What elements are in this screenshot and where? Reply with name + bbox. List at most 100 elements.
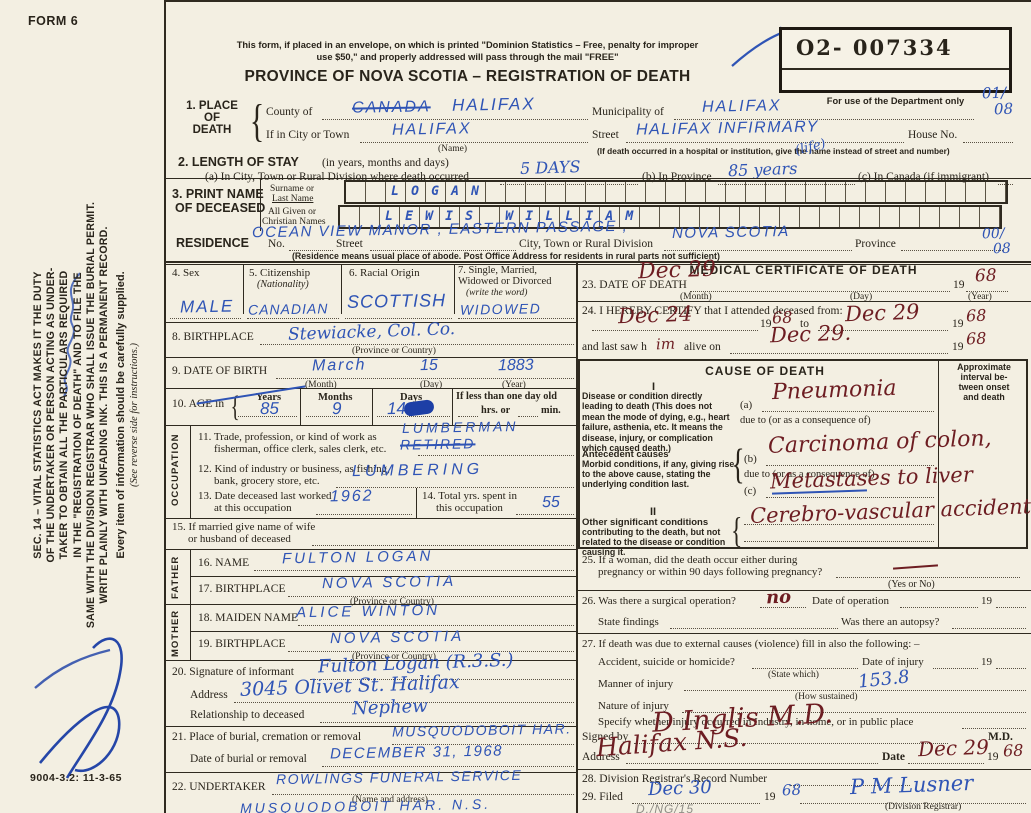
- undertaker-label: 22. UNDERTAKER: [172, 781, 266, 793]
- trade-struck-value: RETIRED: [399, 435, 476, 453]
- trade-value: LUMBERMAN: [401, 417, 519, 437]
- cell-divider: [341, 264, 342, 314]
- leader: [272, 792, 574, 795]
- dob-day-value: 15: [419, 356, 438, 375]
- duty-line: OF THE UNDERTAKER OR PERSON ACTING AS UN…: [45, 267, 58, 563]
- operation-date-label: Date of operation: [812, 595, 889, 607]
- print-name-label-2: OF DECEASED: [175, 201, 266, 215]
- physician-address-value: Halifax N.S.: [595, 722, 749, 763]
- surname-letter-grid: LOGAN: [344, 180, 1008, 204]
- leader: [762, 409, 934, 412]
- less-than-one-day-label: If less than one day old: [456, 391, 557, 402]
- informant-relationship-label: Relationship to deceased: [190, 709, 305, 721]
- leader: [790, 783, 910, 786]
- leader: [690, 289, 950, 292]
- place-label-3: DEATH: [192, 124, 232, 136]
- racial-origin-value: SCOTTISH: [346, 290, 447, 312]
- undertaker-sublabel: (Name and address): [352, 795, 428, 805]
- year-19: 19: [952, 318, 964, 330]
- office-code-top-2: 08: [993, 99, 1014, 119]
- trade-label-2: fisherman, office clerk, sales clerk, et…: [214, 443, 387, 455]
- other-brace: {: [731, 510, 743, 550]
- office-code-residence-2: 08: [992, 240, 1012, 258]
- serial-number: O2- 007334: [796, 35, 953, 60]
- industry-label-1: 12. Kind of industry or business, as fis…: [198, 463, 390, 475]
- hrs-label: hrs. or: [481, 405, 511, 416]
- leader: [322, 764, 574, 767]
- row-rule: [164, 726, 577, 727]
- leader: [336, 485, 574, 488]
- year-19: 19: [952, 341, 964, 353]
- death-date-label: 23. DATE OF DEATH: [582, 279, 687, 291]
- burial-date-value: DECEMBER 31, 1968: [329, 742, 504, 763]
- page-title: PROVINCE OF NOVA SCOTIA – REGISTRATION O…: [244, 68, 691, 85]
- certify-date-label: Date: [882, 751, 905, 763]
- cell-divider: [372, 388, 373, 425]
- q25-label-1: 25. If a woman, did the death occur eith…: [582, 554, 798, 566]
- attended-from-value: Dec 24: [617, 301, 693, 329]
- total-years-label-2: this occupation: [436, 502, 503, 514]
- other-conditions-explanation: contributing to the death, but not relat…: [582, 527, 726, 558]
- leader: [674, 117, 974, 120]
- division-registrar-signature: P M Lusner: [849, 770, 974, 800]
- section-rule: [164, 178, 1031, 179]
- leader: [963, 140, 1013, 143]
- pen-scribble-margin: [63, 272, 81, 397]
- father-birthplace-label: 17. BIRTHPLACE: [198, 583, 286, 595]
- mother-name-value: ALICE WINTON: [295, 601, 441, 622]
- stay-b-value: 85 years: [727, 158, 798, 181]
- leader: [238, 414, 297, 417]
- leader: [752, 666, 858, 669]
- leader: [306, 414, 369, 417]
- cell-divider: [454, 264, 455, 314]
- duty-line: SEC. 14 – VITAL STATISTICS ACT MAKES IT …: [32, 271, 44, 559]
- place-label-2: OF: [204, 112, 220, 124]
- mother-birthplace-label: 19. BIRTHPLACE: [198, 638, 286, 650]
- leader: [592, 328, 758, 331]
- leader: [370, 248, 516, 251]
- form-left-border: [164, 0, 166, 813]
- year-sublabel: (Year): [502, 380, 526, 390]
- cell-divider: [300, 388, 301, 425]
- sex-value: MALE: [179, 296, 235, 317]
- occupation-divider: [190, 425, 191, 518]
- surname-label-1: Surname or: [270, 184, 315, 194]
- street-note: (If death occurred in a hospital or inst…: [597, 146, 950, 156]
- residence-street-label: Street: [336, 238, 363, 250]
- interval-line: tween onset: [958, 382, 1010, 392]
- last-saw-value: Dec 29.: [769, 320, 852, 348]
- spouse-label-2: or husband of deceased: [188, 533, 291, 545]
- leader: [458, 414, 478, 417]
- last-worked-label-2: at this occupation: [214, 502, 292, 514]
- total-years-label-1: 14. Total yrs. spent in: [422, 490, 517, 502]
- leader: [682, 710, 1026, 713]
- cause-of-death-title: CAUSE OF DEATH: [705, 364, 825, 378]
- attended-to-value: Dec 29: [844, 299, 920, 327]
- filed-date-value: Dec 30: [647, 776, 713, 801]
- industry-value: LUMBERING: [351, 460, 484, 481]
- leader: [908, 761, 984, 764]
- given-name-label-1: All Given or: [268, 207, 317, 217]
- nature-of-injury-label: Nature of injury: [598, 700, 669, 712]
- citizenship-value: CANADIAN: [247, 300, 329, 318]
- q25-label-2: pregnancy or within 90 days following pr…: [598, 566, 823, 578]
- leader: [626, 140, 904, 143]
- row-rule: [164, 604, 577, 605]
- interval-line: interval be-: [960, 372, 1008, 382]
- duty-line: TAKER TO OBTAIN ALL THE PARTICULARS REQU…: [58, 270, 71, 560]
- municipality-value: HALIFAX: [701, 97, 782, 116]
- leader: [316, 512, 412, 515]
- leader: [360, 140, 588, 143]
- row-rule: [164, 772, 577, 773]
- residence-city-label: City, Town or Rural Division: [519, 238, 654, 250]
- yes-or-no-sublabel: (Yes or No): [888, 579, 935, 590]
- q26-label: 26. Was there a surgical operation?: [582, 595, 736, 607]
- year-19: 19: [760, 318, 772, 330]
- row-rule: [164, 518, 577, 519]
- interval-column-divider: [938, 359, 939, 549]
- specify-injury-label: Specify whether injury occurred in Indus…: [598, 716, 914, 728]
- disease-explanation: Disease or condition directly leading to…: [582, 391, 730, 454]
- cause-of-death-box: [578, 359, 1028, 549]
- length-of-stay-sublabel: (in years, months and days): [322, 157, 449, 169]
- sex-label: 4. Sex: [172, 267, 200, 279]
